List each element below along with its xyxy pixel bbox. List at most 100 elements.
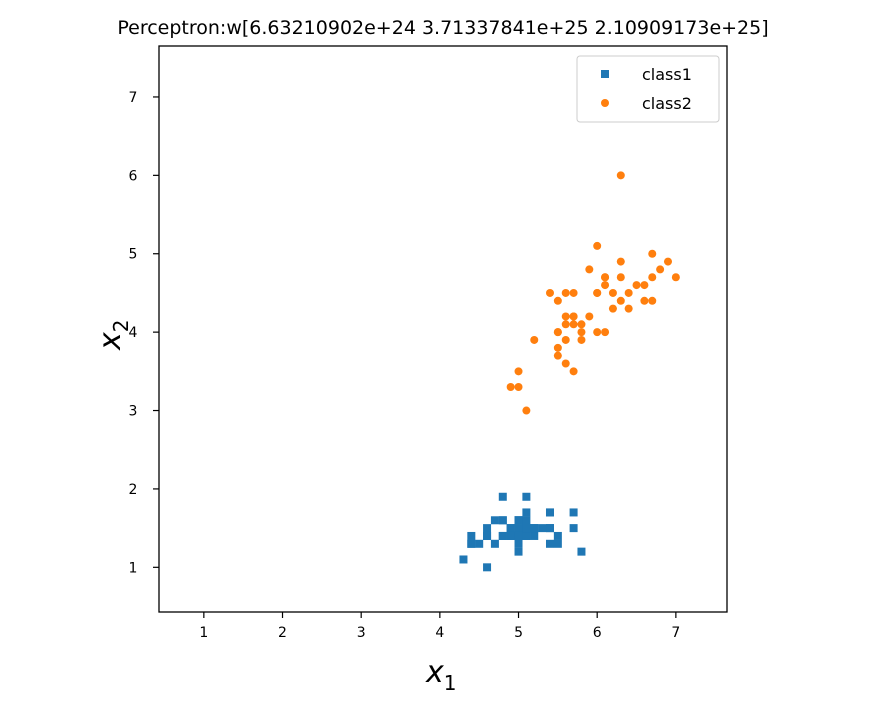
data-point-class2 bbox=[530, 335, 539, 344]
x-tick-label: 7 bbox=[671, 625, 680, 641]
data-point-class2 bbox=[601, 273, 610, 282]
data-point-class1 bbox=[530, 531, 539, 540]
legend-marker-class2 bbox=[601, 99, 609, 107]
y-tick-label: 5 bbox=[129, 247, 138, 263]
x-tick-label: 5 bbox=[514, 625, 523, 641]
x-tick-label: 2 bbox=[278, 625, 287, 641]
data-point-class2 bbox=[506, 383, 515, 392]
data-point-class1 bbox=[569, 508, 578, 517]
data-point-class2 bbox=[656, 265, 665, 274]
data-point-class1 bbox=[569, 524, 578, 533]
data-point-class1 bbox=[467, 539, 476, 548]
data-point-class1 bbox=[522, 492, 531, 501]
data-point-class2 bbox=[577, 335, 586, 344]
data-point-class1 bbox=[545, 539, 554, 548]
data-point-class2 bbox=[561, 288, 570, 297]
data-point-class2 bbox=[624, 304, 633, 313]
legend: class1 class2 bbox=[576, 55, 720, 123]
y-axis-label: x2 bbox=[93, 320, 133, 352]
legend-box bbox=[576, 55, 720, 123]
data-point-class2 bbox=[616, 273, 625, 282]
data-point-class2 bbox=[593, 241, 602, 250]
data-point-class2 bbox=[569, 312, 578, 321]
y-tick-label: 6 bbox=[129, 168, 138, 184]
data-point-class2 bbox=[593, 328, 602, 337]
data-point-class1 bbox=[483, 563, 492, 572]
data-point-class1 bbox=[490, 516, 499, 525]
data-point-class2 bbox=[522, 406, 531, 415]
x-tick-label: 4 bbox=[435, 625, 444, 641]
data-point-class1 bbox=[545, 524, 554, 533]
data-point-class1 bbox=[506, 524, 515, 533]
x-axis-label-base: x bbox=[425, 655, 444, 690]
data-point-class2 bbox=[585, 265, 594, 274]
data-point-class2 bbox=[545, 288, 554, 297]
x-tick-label: 6 bbox=[593, 625, 602, 641]
data-point-class2 bbox=[671, 273, 680, 282]
plot-area: 1 2 3 4 5 6 7 1 2 3 4 5 6 7 bbox=[129, 45, 728, 641]
data-point-class2 bbox=[569, 367, 578, 376]
y-axis-label-base: x bbox=[93, 332, 128, 351]
data-point-class1 bbox=[577, 547, 586, 556]
data-point-class2 bbox=[553, 328, 562, 337]
data-point-class2 bbox=[640, 281, 649, 290]
data-point-class2 bbox=[601, 281, 610, 290]
data-point-class2 bbox=[663, 257, 672, 266]
data-point-class2 bbox=[514, 367, 523, 376]
y-axis-ticks: 1 2 3 4 5 6 7 bbox=[129, 90, 159, 576]
data-point-class2 bbox=[616, 171, 625, 180]
legend-label-class1: class1 bbox=[642, 65, 692, 84]
data-point-class1 bbox=[467, 531, 476, 540]
data-point-class1 bbox=[553, 539, 562, 548]
data-point-class2 bbox=[553, 296, 562, 305]
data-point-class1 bbox=[483, 531, 492, 540]
data-point-class2 bbox=[608, 288, 617, 297]
data-point-class2 bbox=[569, 288, 578, 297]
data-point-class1 bbox=[514, 524, 523, 533]
data-point-class1 bbox=[498, 531, 507, 540]
data-point-class1 bbox=[475, 539, 484, 548]
data-point-class2 bbox=[561, 359, 570, 368]
data-point-class2 bbox=[561, 320, 570, 329]
data-point-class2 bbox=[640, 296, 649, 305]
data-point-class1 bbox=[483, 524, 492, 533]
y-tick-label: 3 bbox=[129, 404, 138, 420]
x-axis-label-subscript: 1 bbox=[444, 671, 457, 695]
x-axis-ticks: 1 2 3 4 5 6 7 bbox=[199, 612, 680, 641]
data-point-class1 bbox=[522, 524, 531, 533]
data-point-class2 bbox=[553, 343, 562, 352]
data-point-class2 bbox=[569, 320, 578, 329]
data-point-class1 bbox=[538, 524, 547, 533]
y-axis-label-subscript: 2 bbox=[109, 320, 133, 333]
data-point-class2 bbox=[648, 296, 657, 305]
x-axis-label: x1 bbox=[425, 655, 457, 695]
data-point-class1 bbox=[530, 524, 539, 533]
chart-title: Perceptron:w[6.63210902e+24 3.71337841e+… bbox=[117, 17, 768, 39]
data-point-class2 bbox=[648, 249, 657, 258]
legend-marker-class1 bbox=[601, 70, 609, 78]
data-point-class1 bbox=[522, 508, 531, 517]
data-point-class2 bbox=[624, 288, 633, 297]
data-point-class2 bbox=[608, 304, 617, 313]
data-point-class2 bbox=[632, 281, 641, 290]
data-point-class1 bbox=[553, 531, 562, 540]
data-point-class2 bbox=[593, 288, 602, 297]
x-tick-label: 3 bbox=[357, 625, 366, 641]
data-point-class2 bbox=[561, 312, 570, 321]
data-point-class2 bbox=[648, 273, 657, 282]
data-point-class1 bbox=[490, 539, 499, 548]
y-tick-label: 2 bbox=[129, 482, 138, 498]
data-point-class1 bbox=[514, 531, 523, 540]
axes-frame bbox=[158, 45, 728, 613]
data-point-class1 bbox=[498, 492, 507, 501]
data-point-class2 bbox=[601, 328, 610, 337]
data-point-class1 bbox=[514, 516, 523, 525]
data-point-class1 bbox=[514, 547, 523, 556]
data-point-class1 bbox=[498, 516, 507, 525]
data-point-class2 bbox=[616, 257, 625, 266]
y-tick-label: 4 bbox=[129, 325, 138, 341]
y-tick-label: 1 bbox=[129, 560, 138, 576]
data-point-class1 bbox=[506, 531, 515, 540]
data-point-class2 bbox=[553, 351, 562, 360]
